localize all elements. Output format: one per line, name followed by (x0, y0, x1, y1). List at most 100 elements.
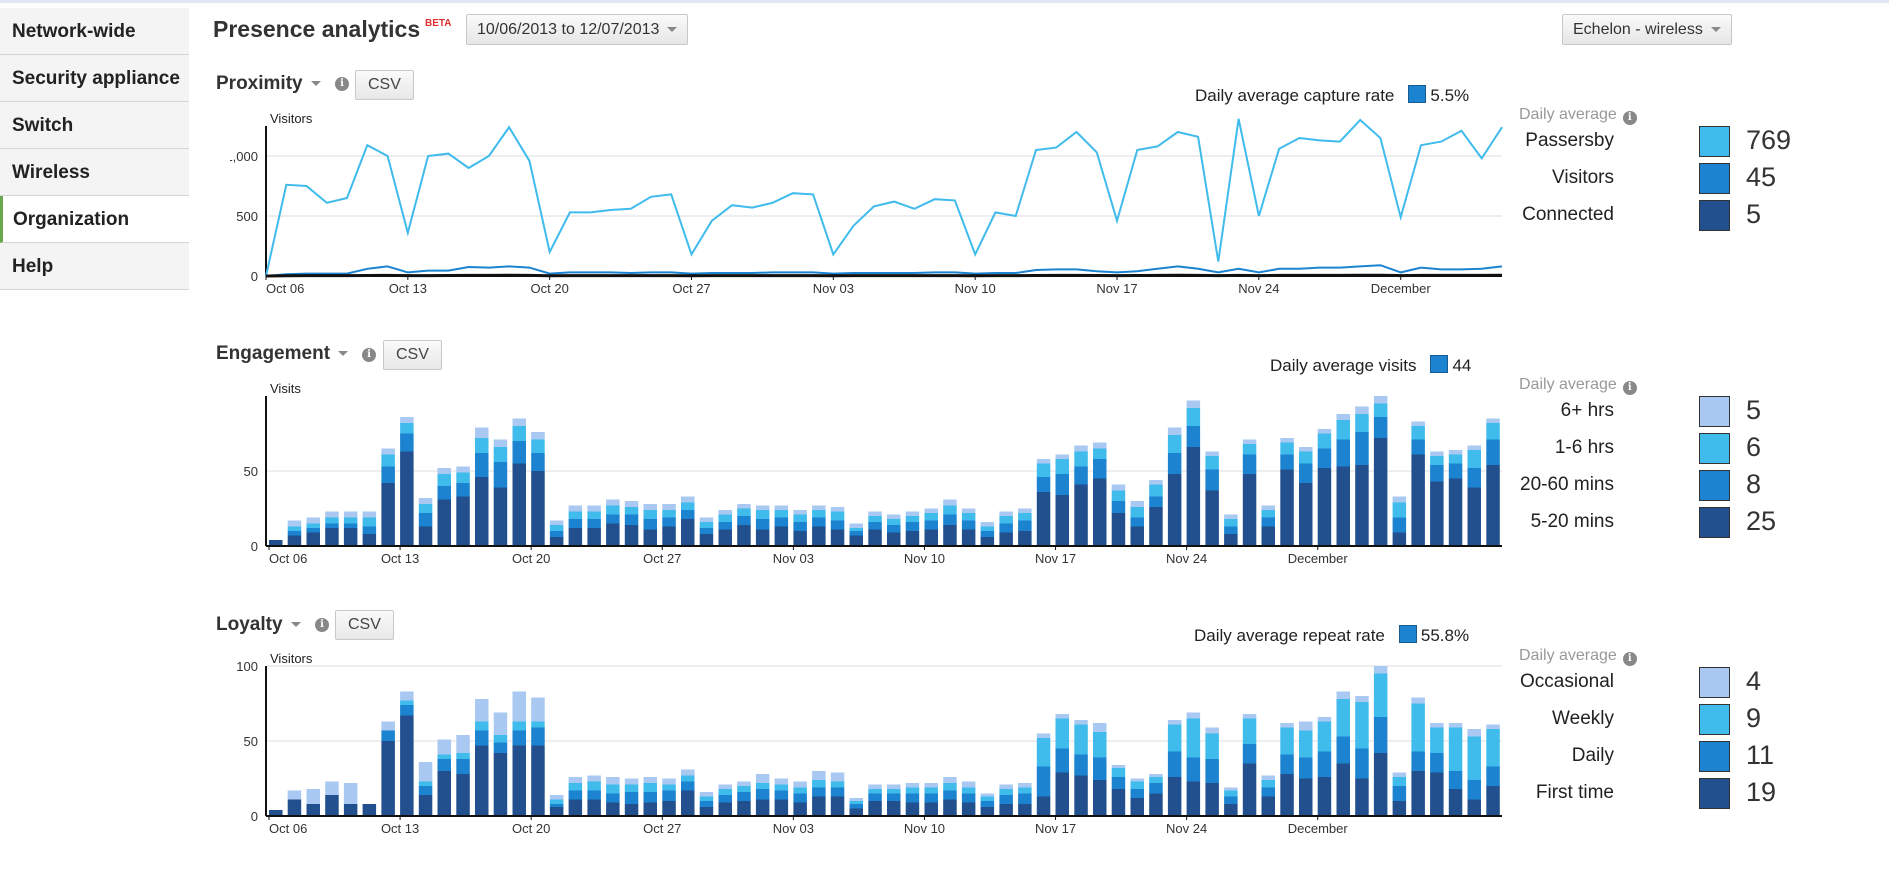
y-tick-label: 50 (244, 734, 258, 749)
y-tick-label: 1,000 (230, 149, 258, 164)
x-tick-label: Oct 27 (643, 821, 681, 836)
info-icon[interactable]: i (1622, 381, 1637, 395)
bar-segment (587, 511, 601, 519)
legend-row-daily[interactable]: Daily 11 (1505, 740, 1805, 775)
bar-segment (1224, 519, 1238, 527)
network-dropdown[interactable]: Echelon - wireless (1562, 14, 1732, 45)
sidebar-item-wireless[interactable]: Wireless (0, 149, 189, 196)
x-tick-label: Nov 17 (1096, 281, 1137, 296)
legend-value: 4 (1746, 666, 1762, 696)
bar-segment (475, 745, 489, 816)
legend-value: 11 (1746, 740, 1775, 770)
bar-segment (1448, 454, 1463, 464)
legend-row-weekly[interactable]: Weekly 9 (1505, 703, 1805, 738)
bar-segment (1242, 474, 1257, 546)
legend-row-connected[interactable]: Connected 5 (1505, 199, 1805, 234)
bar-segment (381, 741, 395, 816)
bar-segment (1074, 754, 1088, 776)
legend-row-5-20-mins[interactable]: 5-20 mins 25 (1505, 506, 1805, 541)
bar-segment (587, 790, 601, 800)
x-tick-label: Nov 17 (1035, 821, 1076, 836)
legend-row-occasional[interactable]: Occasional 4 (1505, 666, 1805, 701)
sidebar-item-organization[interactable]: Organization (0, 196, 189, 243)
x-tick-label: Oct 13 (381, 821, 419, 836)
engagement-chart: 50 0 Visits Oct 06 Oct 13 Oct 20 Oct 27 Nov 03 N… (244, 381, 1502, 566)
bar-segment (624, 525, 639, 546)
legend-head: Daily average i (1519, 647, 1637, 666)
bar-segment (905, 802, 920, 816)
loyalty-daily-average: Daily average repeat rate 55.8% (1194, 625, 1469, 646)
bar-segment (269, 810, 283, 816)
sidebar-item-help[interactable]: Help (0, 243, 189, 290)
bar-segment (943, 777, 957, 783)
bar-segment (1074, 720, 1088, 725)
bar-segment (699, 796, 714, 801)
bar-segment (549, 799, 564, 804)
bar-segment (1224, 526, 1238, 534)
proximity-csv-button[interactable]: CSV (355, 70, 414, 100)
bar-segment (1336, 420, 1350, 440)
bar-segment (606, 514, 620, 524)
bar-segment (1467, 729, 1481, 737)
bar-segment (1486, 418, 1500, 423)
proximity-title[interactable]: Proximity (216, 73, 321, 95)
bar-segment (1074, 451, 1088, 467)
legend-row-visitors[interactable]: Visitors 45 (1505, 162, 1805, 197)
bar-segment (1018, 783, 1032, 788)
bar-segment (1149, 507, 1163, 546)
bar-segment (493, 447, 508, 462)
info-icon[interactable]: i (1622, 652, 1637, 666)
bar-segment (961, 529, 976, 546)
info-icon[interactable]: i (362, 348, 376, 362)
engagement-csv-button[interactable]: CSV (383, 340, 442, 370)
legend-swatch (1699, 126, 1730, 157)
beta-badge: BETA (425, 18, 452, 29)
bar-segment (531, 432, 545, 440)
engagement-title[interactable]: Engagement (216, 343, 349, 365)
bar-segment (287, 535, 302, 546)
bar-segment (755, 789, 770, 800)
bar-segment (568, 777, 583, 783)
bar-segment (737, 516, 751, 525)
bar-segment (1336, 691, 1350, 699)
bar-segment (905, 516, 920, 522)
bar-segment (980, 793, 995, 797)
legend-row-first-time[interactable]: First time 19 (1505, 777, 1805, 812)
legend-label: 1-6 hrs (1554, 437, 1614, 458)
bar-segment (1392, 777, 1407, 786)
bar-segment (980, 522, 995, 527)
chevron-down-icon (1710, 27, 1721, 33)
bar-segment (1261, 526, 1275, 546)
bar-segment (737, 504, 751, 509)
info-icon[interactable]: i (1622, 111, 1637, 125)
loyalty-title[interactable]: Loyalty (216, 614, 301, 636)
sidebar-item-security-appliance[interactable]: Security appliance (0, 55, 189, 102)
bar-segment (755, 510, 770, 519)
bar-segment (1355, 702, 1369, 749)
info-icon[interactable]: i (315, 618, 329, 632)
bar-segment (1392, 496, 1407, 503)
legend-value: 19 (1746, 777, 1777, 807)
x-tick-label: Nov 17 (1035, 551, 1076, 566)
bar-segment (325, 511, 339, 518)
bar-segment (1130, 778, 1144, 782)
x-tick-label: Oct 20 (512, 551, 550, 566)
bar-segment (512, 441, 526, 464)
legend-row-1-6-hrs[interactable]: 1-6 hrs 6 (1505, 432, 1805, 467)
legend-row-20-60-mins[interactable]: 20-60 mins 8 (1505, 469, 1805, 504)
legend-row-passersby[interactable]: Passersby 769 (1505, 125, 1805, 160)
sidebar-item-switch[interactable]: Switch (0, 102, 189, 149)
info-icon[interactable]: i (335, 77, 349, 91)
bar-segment (1486, 766, 1500, 786)
date-range-dropdown[interactable]: 10/06/2013 to 12/07/2013 (466, 14, 689, 45)
legend-row-6plus-hrs[interactable]: 6+ hrs 5 (1505, 395, 1805, 430)
sidebar-item-network-wide[interactable]: Network-wide (0, 8, 189, 55)
bar-segment (1149, 793, 1163, 816)
bar-segment (1111, 513, 1126, 546)
bar-segment (568, 799, 583, 816)
bar-segment (1261, 505, 1275, 510)
bar-segment (1392, 786, 1407, 801)
bar-segment (568, 511, 583, 519)
loyalty-csv-button[interactable]: CSV (335, 610, 394, 640)
bar-segment (681, 775, 695, 782)
